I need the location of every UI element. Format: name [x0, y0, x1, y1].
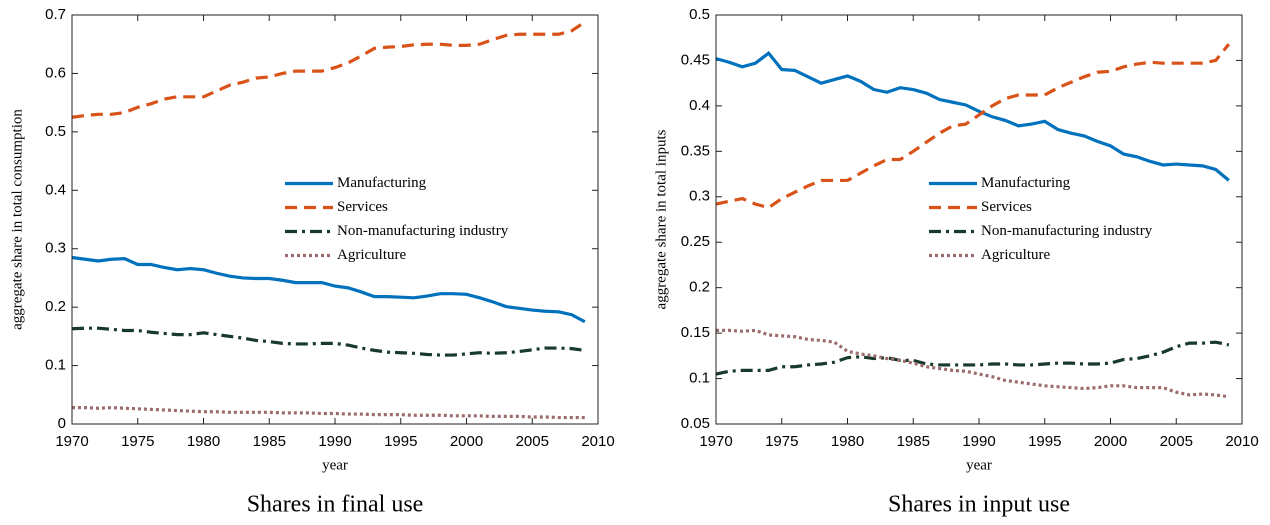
x-tick-label: 1995 — [1028, 433, 1061, 450]
legend-label: Non-manufacturing industry — [981, 223, 1153, 239]
y-tick-label: 0.4 — [689, 97, 710, 114]
series-line — [71, 20, 586, 119]
legend-label: Manufacturing — [337, 175, 427, 191]
y-tick-label: 0 — [58, 415, 66, 432]
y-tick-label: 0.05 — [681, 415, 710, 432]
y-tick-label: 0.7 — [45, 6, 66, 23]
legend-label: Services — [981, 199, 1032, 215]
chart-title: Shares in input use — [888, 492, 1070, 518]
x-tick-label: 1985 — [253, 433, 286, 450]
y-tick-label: 0.1 — [45, 357, 66, 374]
x-tick-label: 1990 — [318, 433, 351, 450]
series-line — [715, 43, 1231, 210]
y-tick-label: 0.2 — [689, 279, 710, 296]
y-tick-label: 0.15 — [681, 324, 710, 341]
x-tick-label: 2000 — [1094, 433, 1127, 450]
axes-box — [715, 14, 1243, 425]
legend-label: Services — [337, 199, 388, 215]
y-tick-label: 0.45 — [681, 51, 710, 68]
legend-label: Non-manufacturing industry — [337, 223, 509, 239]
axes-box — [71, 14, 599, 425]
x-axis-label: year — [966, 457, 992, 473]
x-tick-label: 1985 — [897, 433, 930, 450]
x-tick-label: 1975 — [765, 433, 798, 450]
y-tick-label: 0.3 — [689, 188, 710, 205]
x-tick-label: 2005 — [516, 433, 549, 450]
y-tick-label: 0.5 — [45, 123, 66, 140]
x-tick-label: 1995 — [384, 433, 417, 450]
y-tick-label: 0.1 — [689, 370, 710, 387]
x-tick-label: 2000 — [450, 433, 483, 450]
y-tick-label: 0.6 — [45, 64, 66, 81]
x-tick-label: 2010 — [581, 433, 614, 450]
x-tick-label: 2005 — [1160, 433, 1193, 450]
series-line — [716, 328, 1230, 399]
series-line — [72, 406, 585, 420]
legend-label: Manufacturing — [981, 175, 1071, 191]
x-tick-label: 1980 — [831, 433, 864, 450]
x-tick-label: 1980 — [187, 433, 220, 450]
chart-title: Shares in final use — [247, 492, 424, 518]
y-tick-label: 0.5 — [689, 6, 710, 23]
x-axis-label: year — [322, 457, 348, 473]
legend-label: Agriculture — [337, 247, 406, 263]
y-tick-label: 0.2 — [45, 298, 66, 315]
y-axis-label: aggregate share in total inputs — [653, 129, 669, 309]
x-tick-label: 1990 — [962, 433, 995, 450]
series-line — [715, 340, 1230, 376]
y-tick-label: 0.3 — [45, 240, 66, 257]
series-line — [715, 50, 1230, 182]
x-tick-label: 1975 — [121, 433, 154, 450]
y-tick-label: 0.25 — [681, 233, 710, 250]
y-tick-label: 0.4 — [45, 181, 66, 198]
series-line — [71, 326, 586, 357]
x-tick-label: 1970 — [55, 433, 88, 450]
x-tick-label: 1970 — [699, 433, 732, 450]
series-line — [71, 255, 586, 324]
y-axis-label: aggregate share in total consumption — [9, 109, 25, 330]
x-tick-label: 2010 — [1225, 433, 1258, 450]
y-tick-label: 0.35 — [681, 142, 710, 159]
legend-label: Agriculture — [981, 247, 1050, 263]
